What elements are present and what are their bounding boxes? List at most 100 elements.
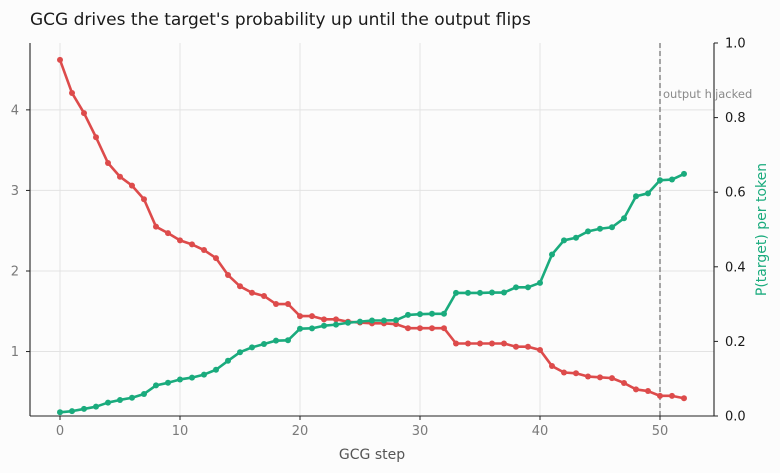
- data-point-s2: [441, 310, 447, 317]
- data-point-s1: [585, 373, 591, 380]
- data-point-s2: [237, 349, 243, 356]
- data-point-s1: [153, 223, 159, 230]
- data-point-s1: [81, 110, 87, 117]
- data-point-s2: [309, 325, 315, 332]
- data-point-s2: [285, 337, 291, 344]
- data-point-s2: [177, 376, 183, 383]
- y-tick-label-right: 0.4: [725, 260, 746, 275]
- data-point-s1: [249, 289, 255, 296]
- data-point-s2: [681, 170, 687, 177]
- data-point-s2: [501, 289, 507, 296]
- data-point-s1: [69, 89, 75, 96]
- data-point-s2: [249, 344, 255, 351]
- y-tick-label-right: 0.6: [725, 186, 746, 201]
- data-point-s2: [489, 289, 495, 296]
- data-point-s2: [537, 279, 543, 286]
- data-point-s1: [417, 325, 423, 332]
- data-point-s2: [633, 193, 639, 200]
- data-point-s1: [189, 241, 195, 248]
- data-point-s1: [141, 196, 147, 203]
- data-point-s1: [681, 395, 687, 402]
- data-point-s2: [225, 357, 231, 364]
- y-tick-label-right: 0.2: [725, 335, 746, 350]
- data-point-s2: [405, 311, 411, 318]
- x-tick-label: 20: [292, 424, 309, 439]
- y-tick-label-right: 1.0: [725, 37, 746, 52]
- data-point-s2: [345, 319, 351, 326]
- data-point-s1: [273, 301, 279, 308]
- data-point-s1: [405, 325, 411, 332]
- x-tick-label: 10: [172, 424, 189, 439]
- data-point-s1: [117, 173, 123, 180]
- data-point-s2: [513, 284, 519, 291]
- x-tick-label: 50: [652, 424, 669, 439]
- data-point-s1: [465, 340, 471, 347]
- data-point-s1: [129, 182, 135, 189]
- data-point-s1: [489, 340, 495, 347]
- data-point-s1: [513, 343, 519, 350]
- data-point-s2: [141, 390, 147, 397]
- data-point-s1: [225, 272, 231, 279]
- chart-title: GCG drives the target's probability up u…: [30, 10, 531, 30]
- data-point-s2: [465, 289, 471, 296]
- data-point-s2: [549, 251, 555, 258]
- axes: [26, 42, 718, 420]
- data-point-s2: [645, 190, 651, 197]
- data-points: [57, 56, 687, 416]
- data-point-s2: [213, 366, 219, 373]
- data-point-s2: [597, 225, 603, 232]
- series-line-1: [58, 58, 686, 400]
- y-tick-label-right: 0.8: [725, 111, 746, 126]
- tick-labels: 0 10 20 30 40 50 1 2 3 4 0.0 0.2 0.4 0.6 0.8 1.0: [11, 37, 746, 440]
- data-point-s2: [669, 176, 675, 183]
- series-lines: [58, 58, 686, 414]
- data-point-s1: [609, 375, 615, 382]
- data-point-s2: [393, 317, 399, 324]
- data-point-s1: [645, 388, 651, 395]
- data-point-s1: [105, 160, 111, 167]
- data-point-s2: [81, 405, 87, 412]
- data-point-s1: [165, 230, 171, 237]
- data-point-s2: [357, 318, 363, 325]
- data-point-s2: [369, 317, 375, 324]
- data-point-s1: [429, 325, 435, 332]
- data-point-s2: [57, 409, 63, 416]
- data-point-s1: [669, 392, 675, 399]
- data-point-s2: [429, 310, 435, 317]
- data-point-s1: [549, 363, 555, 370]
- data-point-s1: [93, 134, 99, 141]
- data-point-s2: [165, 379, 171, 386]
- data-point-s2: [105, 399, 111, 406]
- data-point-s1: [633, 386, 639, 393]
- data-point-s2: [261, 341, 267, 348]
- y-tick-label-left: 4: [11, 103, 19, 118]
- x-tick-label: 30: [412, 424, 429, 439]
- y-tick-label-left: 2: [11, 264, 19, 279]
- data-point-s2: [609, 224, 615, 231]
- data-point-s2: [525, 284, 531, 291]
- x-tick-label: 0: [56, 424, 64, 439]
- data-point-s1: [237, 283, 243, 290]
- data-point-s2: [657, 177, 663, 184]
- data-point-s1: [501, 340, 507, 347]
- data-point-s1: [321, 316, 327, 323]
- data-point-s1: [477, 340, 483, 347]
- data-point-s2: [93, 403, 99, 410]
- annotation-label: output hijacked: [663, 87, 752, 101]
- data-point-s1: [537, 346, 543, 353]
- data-point-s1: [213, 255, 219, 262]
- data-point-s2: [297, 325, 303, 332]
- data-point-s2: [453, 289, 459, 296]
- data-point-s2: [573, 234, 579, 241]
- y-tick-label-left: 3: [11, 184, 19, 199]
- data-point-s2: [333, 321, 339, 328]
- x-axis-label: GCG step: [339, 447, 405, 463]
- x-tick-label: 40: [532, 424, 549, 439]
- data-point-s1: [201, 247, 207, 254]
- data-point-s1: [333, 316, 339, 323]
- data-point-s2: [189, 374, 195, 381]
- data-point-s1: [297, 313, 303, 320]
- data-point-s1: [597, 374, 603, 381]
- data-point-s2: [273, 337, 279, 344]
